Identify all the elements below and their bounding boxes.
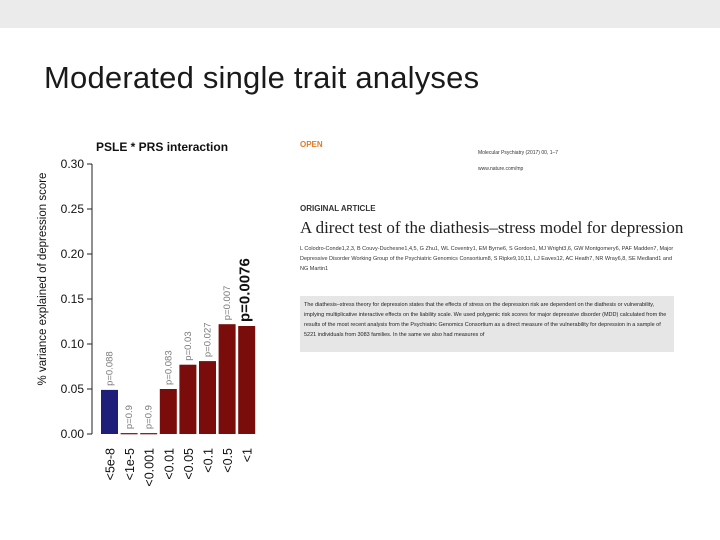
paper-title: A direct test of the diathesis–stress mo…	[300, 218, 684, 237]
y-axis-label: % variance explained of depression score	[37, 173, 49, 386]
x-tick-label: <5e-8	[104, 448, 118, 480]
bar	[120, 433, 138, 435]
paper-abstract: The diathesis–stress theory for depressi…	[300, 296, 674, 352]
y-tick-label: 0.20	[61, 247, 85, 261]
journal-citation: Molecular Psychiatry (2017) 00, 1–7	[478, 150, 559, 156]
x-tick-label: <1e-5	[123, 448, 137, 480]
bar	[159, 389, 177, 434]
article-type: ORIGINAL ARTICLE	[300, 204, 376, 213]
x-tick-label: <1	[241, 448, 255, 462]
x-tick-label: <0.01	[162, 448, 176, 480]
y-tick-label: 0.10	[61, 337, 85, 351]
y-tick-label: 0.05	[61, 382, 85, 396]
paper-authors: L Colodro-Conde1,2,3, B Couvy-Duchesne1,…	[300, 246, 674, 272]
journal-url: www.nature.com/mp	[478, 166, 524, 172]
bar	[101, 389, 118, 434]
top-bar	[0, 0, 720, 28]
open-access-label: OPEN	[300, 140, 323, 149]
bar	[199, 361, 216, 434]
y-tick-label: 0.30	[61, 157, 85, 171]
p-value-label: p=0.083	[163, 350, 174, 385]
bar	[218, 324, 236, 434]
x-tick-label: <0.05	[182, 448, 196, 480]
bar-chart: PSLE * PRS interaction % variance explai…	[37, 140, 256, 487]
p-value-label: p=0.03	[183, 331, 194, 360]
p-value-label: p=0.9	[144, 405, 155, 429]
bar	[179, 364, 197, 434]
x-tick-label: <0.5	[221, 448, 235, 473]
y-tick-label: 0.15	[61, 292, 85, 306]
x-tick-label: <0.001	[143, 448, 157, 487]
p-value-label: p=0.0076	[237, 258, 254, 322]
chart-title: PSLE * PRS interaction	[96, 140, 228, 154]
p-value-label: p=0.007	[222, 286, 233, 321]
bar	[238, 326, 256, 434]
p-value-label: p=0.9	[124, 405, 135, 429]
slide-title: Moderated single trait analyses	[44, 60, 480, 95]
p-value-label: p=0.088	[105, 351, 116, 386]
y-tick-label: 0.00	[61, 427, 85, 441]
y-tick-label: 0.25	[61, 202, 85, 216]
p-value-label: p=0.027	[203, 322, 214, 357]
paper-excerpt: OPEN Molecular Psychiatry (2017) 00, 1–7…	[296, 136, 686, 358]
x-tick-label: <0.1	[202, 448, 216, 473]
bar	[140, 433, 158, 435]
